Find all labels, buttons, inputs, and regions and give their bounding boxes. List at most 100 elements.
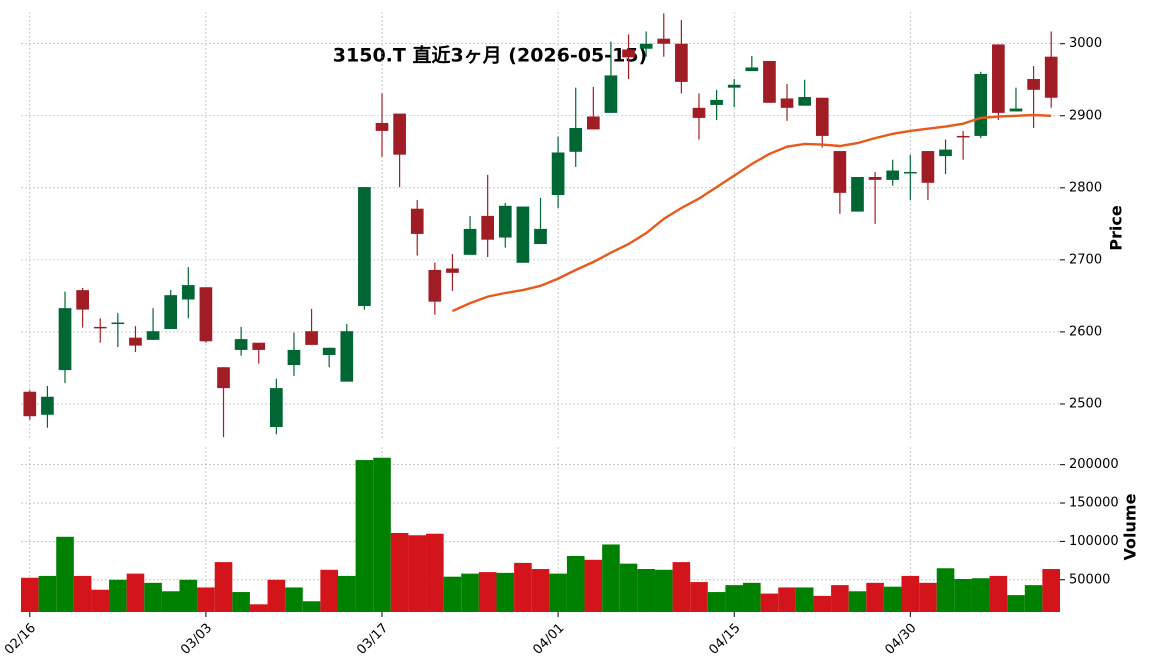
candle-body [727, 84, 741, 88]
candle-body [798, 97, 811, 106]
volume-bar [778, 587, 796, 612]
candle-body [181, 285, 195, 300]
volume-bar [91, 589, 110, 612]
volume-bar [989, 575, 1008, 612]
candle-body [886, 170, 900, 180]
x-tick-label: 03/17 [354, 621, 391, 658]
volume-bar [496, 572, 515, 612]
candle-body [851, 177, 864, 212]
volume-bar [320, 569, 338, 612]
volume-bar [654, 569, 673, 612]
volume-bar [919, 582, 937, 612]
volume-bar [936, 568, 955, 612]
volume-bar [760, 593, 779, 612]
candle-body [446, 268, 459, 273]
volume-bar [390, 532, 409, 612]
volume-bar [619, 563, 638, 612]
candle-body [833, 151, 847, 193]
candle-body [815, 97, 829, 136]
x-tick-label: 04/01 [530, 621, 567, 658]
candle-body [358, 187, 371, 306]
volume-bar [126, 573, 145, 612]
candle-body [1009, 108, 1023, 112]
candle-body [305, 331, 318, 345]
volume-bar [795, 587, 814, 612]
candle-body [199, 287, 213, 342]
volume-bar [743, 582, 761, 612]
volume-bar [214, 562, 233, 612]
candle-body [252, 342, 266, 350]
volume-bar [109, 579, 127, 612]
x-tick-label: 04/30 [883, 621, 920, 658]
volume-bar [232, 592, 250, 612]
candle-body [868, 177, 882, 180]
volume-bar [267, 579, 286, 612]
candle-body [534, 228, 547, 245]
volume-bar [56, 536, 74, 612]
candle-body [287, 349, 301, 366]
volume-bar [355, 460, 374, 612]
volume-bar [672, 562, 691, 612]
volume-bar [883, 586, 902, 612]
volume-bar [144, 582, 162, 612]
candle-body [481, 215, 495, 240]
y-tick-label: 2800 [1069, 180, 1102, 195]
candle-body [516, 206, 530, 263]
y-tick-label: 3000 [1069, 36, 1102, 51]
candle-body [710, 99, 723, 105]
candle-body [745, 67, 759, 72]
volume-bar [38, 575, 57, 612]
volume-bar [478, 572, 497, 612]
volume-bar [831, 585, 849, 612]
y-tick-label: 2500 [1069, 396, 1102, 411]
candle-body [463, 228, 477, 255]
candle-body [217, 367, 230, 389]
volume-bar [1007, 595, 1025, 612]
moving-average-line [451, 113, 1052, 313]
volume-bar [426, 533, 444, 612]
candle-body [410, 208, 424, 234]
volume-bar [549, 573, 567, 612]
volume-bar [285, 587, 303, 612]
volume-bar [461, 573, 479, 612]
volume-bar [408, 535, 427, 612]
x-tick-label: 04/15 [706, 621, 743, 658]
y-tick-label: 2700 [1069, 252, 1102, 267]
candle-body [921, 151, 935, 183]
chart-title: 3150.T 直近3ヶ月 (2026-05-15) [333, 44, 647, 67]
candle-body [234, 339, 248, 350]
candle-body [604, 75, 618, 113]
candle-body [992, 44, 1005, 113]
volume-bar [637, 569, 655, 612]
candle-body [270, 388, 283, 428]
volume-bar [566, 555, 585, 612]
volume-bar [971, 578, 990, 612]
candle-body [675, 43, 688, 82]
volume-bar [690, 582, 708, 612]
y-axis-label: Price [1107, 205, 1126, 251]
y2-tick-label: 150000 [1069, 496, 1119, 511]
volume-bar [954, 579, 972, 612]
volume-bar [514, 562, 532, 612]
x-tick-label: 03/03 [178, 621, 215, 658]
candle-body [780, 98, 794, 108]
volume-bar [179, 579, 198, 612]
candle-body [763, 60, 776, 103]
candle-body [657, 38, 671, 44]
volume-bar [302, 601, 321, 612]
y2-tick-label: 200000 [1069, 457, 1119, 472]
volume-bar [901, 575, 920, 612]
candle-body [76, 290, 89, 310]
candle-body [58, 308, 72, 371]
volume-bar [197, 587, 215, 612]
candle-body [1044, 56, 1058, 98]
candle-body [1027, 79, 1040, 90]
candle-body [428, 269, 442, 302]
volume-bar [249, 604, 268, 612]
candle-body [164, 295, 178, 330]
volume-bar [584, 559, 603, 612]
candle-body [498, 205, 512, 238]
volume-bar [1042, 569, 1060, 612]
